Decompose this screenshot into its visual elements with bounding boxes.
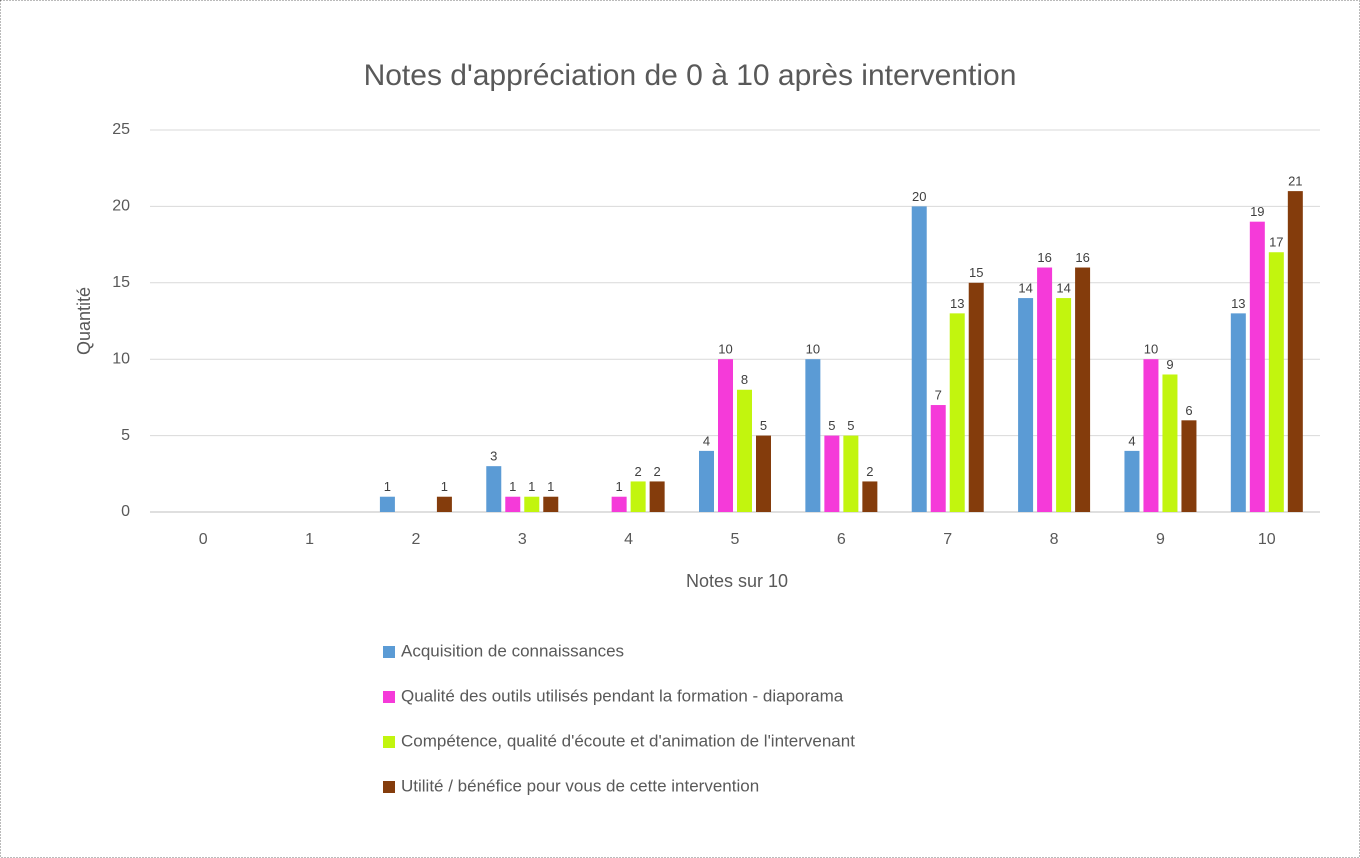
y-tick-label: 20 bbox=[112, 198, 130, 215]
bar bbox=[1075, 267, 1091, 512]
x-tick-label: 9 bbox=[1156, 531, 1165, 548]
bar bbox=[1143, 359, 1159, 512]
data-label: 6 bbox=[1185, 403, 1192, 418]
data-label: 16 bbox=[1037, 250, 1051, 265]
data-label: 4 bbox=[703, 433, 710, 448]
data-label: 20 bbox=[912, 189, 926, 204]
bar bbox=[843, 435, 859, 512]
bar bbox=[486, 466, 502, 512]
data-label: 1 bbox=[616, 479, 623, 494]
data-label: 13 bbox=[1231, 296, 1245, 311]
data-label: 21 bbox=[1288, 174, 1302, 189]
bar bbox=[1037, 267, 1053, 512]
data-label: 8 bbox=[741, 372, 748, 387]
x-tick-label: 1 bbox=[305, 531, 314, 548]
bar bbox=[699, 450, 714, 512]
data-label: 1 bbox=[384, 479, 391, 494]
bar bbox=[630, 481, 646, 512]
bar bbox=[524, 496, 540, 512]
x-tick-label: 8 bbox=[1050, 531, 1059, 548]
data-label: 15 bbox=[969, 265, 983, 280]
bar bbox=[436, 496, 452, 512]
data-label: 4 bbox=[1128, 433, 1135, 448]
bar bbox=[379, 496, 395, 512]
data-label: 10 bbox=[1144, 342, 1158, 357]
data-label: 5 bbox=[847, 418, 854, 433]
y-tick-label: 15 bbox=[112, 274, 130, 291]
legend-label: Acquisition de connaissances bbox=[401, 641, 624, 660]
bar bbox=[862, 481, 878, 512]
x-tick-label: 7 bbox=[943, 531, 952, 548]
bar bbox=[911, 206, 927, 512]
legend-label: Compétence, qualité d'écoute et d'animat… bbox=[401, 731, 855, 750]
data-label: 5 bbox=[828, 418, 835, 433]
data-label: 1 bbox=[509, 479, 516, 494]
data-label: 10 bbox=[718, 342, 732, 357]
data-label: 10 bbox=[806, 342, 820, 357]
bar bbox=[1287, 191, 1303, 512]
y-tick-label: 10 bbox=[112, 350, 130, 367]
data-label: 9 bbox=[1166, 357, 1173, 372]
x-tick-label: 3 bbox=[518, 531, 527, 548]
data-label: 3 bbox=[490, 449, 497, 464]
x-tick-label: 0 bbox=[199, 531, 208, 548]
y-tick-label: 5 bbox=[121, 427, 130, 444]
bar bbox=[1249, 221, 1265, 512]
legend-swatch bbox=[383, 646, 395, 658]
data-label: 1 bbox=[547, 479, 554, 494]
bar bbox=[1162, 374, 1178, 512]
data-label: 7 bbox=[935, 387, 942, 402]
data-label: 2 bbox=[635, 464, 642, 479]
bar bbox=[718, 359, 733, 512]
data-label: 1 bbox=[441, 479, 448, 494]
data-label: 1 bbox=[528, 479, 535, 494]
x-tick-label: 5 bbox=[731, 531, 740, 548]
legend-label: Utilité / bénéfice pour vous de cette in… bbox=[401, 776, 759, 795]
x-tick-label: 10 bbox=[1258, 531, 1276, 548]
legend-swatch bbox=[383, 736, 395, 748]
data-label: 13 bbox=[950, 296, 964, 311]
bar bbox=[968, 282, 984, 512]
data-label: 19 bbox=[1250, 204, 1264, 219]
bar bbox=[1181, 420, 1197, 512]
bar bbox=[1018, 298, 1034, 512]
bar bbox=[505, 496, 521, 512]
bar bbox=[1268, 252, 1284, 513]
x-axis-title: Notes sur 10 bbox=[686, 571, 788, 591]
chart-title: Notes d'appréciation de 0 à 10 après int… bbox=[364, 59, 1017, 92]
bar bbox=[949, 313, 965, 512]
bar bbox=[824, 435, 840, 512]
bar bbox=[805, 359, 821, 512]
bar bbox=[1124, 450, 1140, 512]
data-label: 2 bbox=[654, 464, 661, 479]
data-label: 16 bbox=[1075, 250, 1089, 265]
bar bbox=[1230, 313, 1246, 512]
legend-swatch bbox=[383, 691, 395, 703]
bar bbox=[737, 389, 752, 512]
legend-swatch bbox=[383, 781, 395, 793]
y-tick-label: 0 bbox=[121, 503, 130, 520]
bar bbox=[1056, 298, 1072, 512]
bar bbox=[756, 435, 771, 512]
y-axis-title: Quantité bbox=[74, 287, 94, 355]
x-tick-label: 4 bbox=[624, 531, 633, 548]
data-label: 5 bbox=[760, 418, 767, 433]
bar bbox=[543, 496, 559, 512]
bar bbox=[930, 405, 946, 512]
y-tick-label: 25 bbox=[112, 121, 130, 138]
legend-label: Qualité des outils utilisés pendant la f… bbox=[401, 686, 844, 705]
x-tick-label: 6 bbox=[837, 531, 846, 548]
bar bbox=[611, 496, 627, 512]
data-label: 2 bbox=[866, 464, 873, 479]
x-tick-label: 2 bbox=[411, 531, 420, 548]
data-label: 14 bbox=[1056, 281, 1070, 296]
data-label: 14 bbox=[1018, 281, 1032, 296]
data-label: 17 bbox=[1269, 235, 1283, 250]
bar bbox=[649, 481, 665, 512]
